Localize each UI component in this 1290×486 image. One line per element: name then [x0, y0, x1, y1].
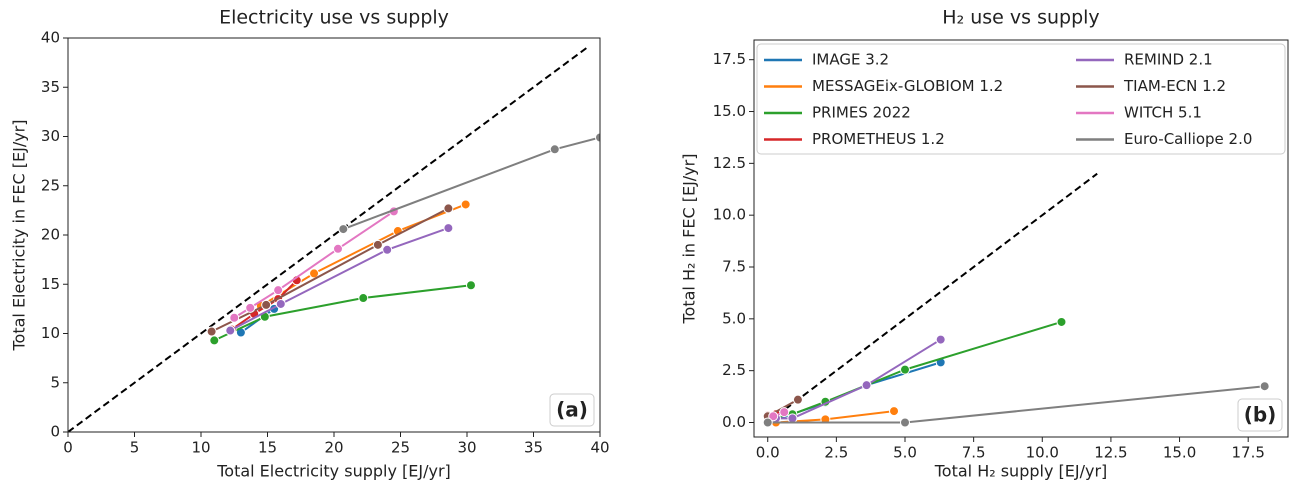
legend-label: MESSAGEix-GLOBIOM 1.2 [812, 77, 1003, 95]
point [209, 335, 220, 346]
panel-label-box [1237, 398, 1283, 432]
y-tick-label: 30 [41, 127, 60, 145]
point [358, 293, 369, 304]
legend-label: PRIMES 2022 [812, 104, 911, 122]
x-tick-label: 30 [457, 439, 476, 457]
legend-label: WITCH 5.1 [1124, 104, 1202, 122]
x-tick-label: 0 [63, 439, 73, 457]
point [275, 298, 286, 309]
legend-label: Euro-Calliope 2.0 [1124, 130, 1252, 148]
y-tick-label: 15 [41, 275, 60, 293]
series-line [211, 207, 449, 333]
y-tick-label: 0 [50, 423, 60, 441]
y-tick-label: 12.5 [713, 154, 746, 172]
x-tick-label: 12.5 [1094, 444, 1127, 462]
x-axis-label: Total H₂ supply [EJ/yr] [934, 462, 1108, 481]
series-line [775, 338, 942, 420]
panel-label: (b) [1244, 403, 1277, 427]
axes-frame [67, 37, 601, 433]
y-tick-label: 35 [41, 78, 60, 96]
point [549, 144, 560, 155]
point [245, 302, 256, 313]
y-tick-label: 7.5 [722, 258, 746, 276]
point [206, 326, 217, 337]
point [779, 407, 790, 418]
point [762, 417, 773, 428]
y-tick-label: 2.5 [722, 361, 746, 379]
plot-area [762, 172, 1270, 428]
point [460, 199, 471, 210]
series-line [342, 136, 600, 231]
panel-label: (a) [556, 398, 588, 422]
x-tick-label: 2.5 [824, 444, 848, 462]
point [229, 312, 240, 323]
series-line [233, 210, 395, 319]
x-axis-label: Total Electricity supply [EJ/yr] [216, 462, 451, 481]
point [338, 224, 349, 235]
series-line [229, 227, 449, 332]
point [768, 411, 779, 422]
y-tick-label: 15.0 [713, 102, 746, 120]
y-tick-label: 17.5 [713, 50, 746, 68]
point [889, 406, 900, 417]
x-tick-label: 5.0 [893, 444, 917, 462]
point [1259, 381, 1270, 392]
x-tick-label: 25 [391, 439, 410, 457]
x-tick-label: 7.5 [962, 444, 986, 462]
y-tick-label: 5.0 [722, 309, 746, 327]
point [861, 380, 872, 391]
y-tick-label: 10.0 [713, 206, 746, 224]
reference-line [68, 47, 588, 432]
y-tick-label: 40 [41, 29, 60, 47]
point [465, 280, 476, 291]
plot-area [68, 47, 600, 432]
legend-label: TIAM-ECN 1.2 [1123, 77, 1226, 95]
y-tick-label: 10 [41, 324, 60, 342]
point [935, 334, 946, 345]
y-tick-label: 0.0 [722, 413, 746, 431]
point [225, 325, 236, 336]
point [309, 268, 320, 279]
x-tick-label: 10 [191, 439, 210, 457]
point [372, 239, 383, 250]
legend-label: REMIND 2.1 [1124, 51, 1213, 69]
panel-label-box [549, 393, 595, 427]
x-tick-label: 20 [324, 439, 343, 457]
axes-frame [753, 39, 1289, 438]
series-line [213, 284, 472, 342]
reference-line [767, 172, 1098, 424]
x-tick-label: 0.0 [756, 444, 780, 462]
point [273, 285, 284, 296]
x-tick-label: 5 [130, 439, 140, 457]
x-tick-label: 15.0 [1163, 444, 1196, 462]
y-tick-label: 25 [41, 176, 60, 194]
x-tick-label: 17.5 [1231, 444, 1264, 462]
point [261, 299, 272, 310]
x-tick-label: 35 [524, 439, 543, 457]
x-tick-label: 40 [590, 439, 609, 457]
legend-box [756, 43, 1286, 155]
legend-label: PROMETHEUS 1.2 [812, 130, 945, 148]
y-axis-label: Total H₂ in FEC [EJ/yr] [680, 154, 699, 325]
point [900, 364, 911, 375]
point [332, 243, 343, 254]
point [792, 394, 803, 405]
y-axis-label: Total Electricity in FEC [EJ/yr] [10, 119, 29, 351]
point [443, 223, 454, 234]
chart-title: Electricity use vs supply [219, 7, 449, 29]
y-tick-label: 20 [41, 226, 60, 244]
point [443, 203, 454, 214]
chart-title: H₂ use vs supply [942, 7, 1099, 29]
point [595, 132, 600, 143]
x-tick-label: 10.0 [1026, 444, 1059, 462]
legend-label: IMAGE 3.2 [812, 51, 889, 69]
point [900, 417, 911, 428]
point [1056, 316, 1067, 327]
y-tick-label: 5 [50, 373, 60, 391]
x-tick-label: 15 [258, 439, 277, 457]
point [382, 244, 393, 255]
